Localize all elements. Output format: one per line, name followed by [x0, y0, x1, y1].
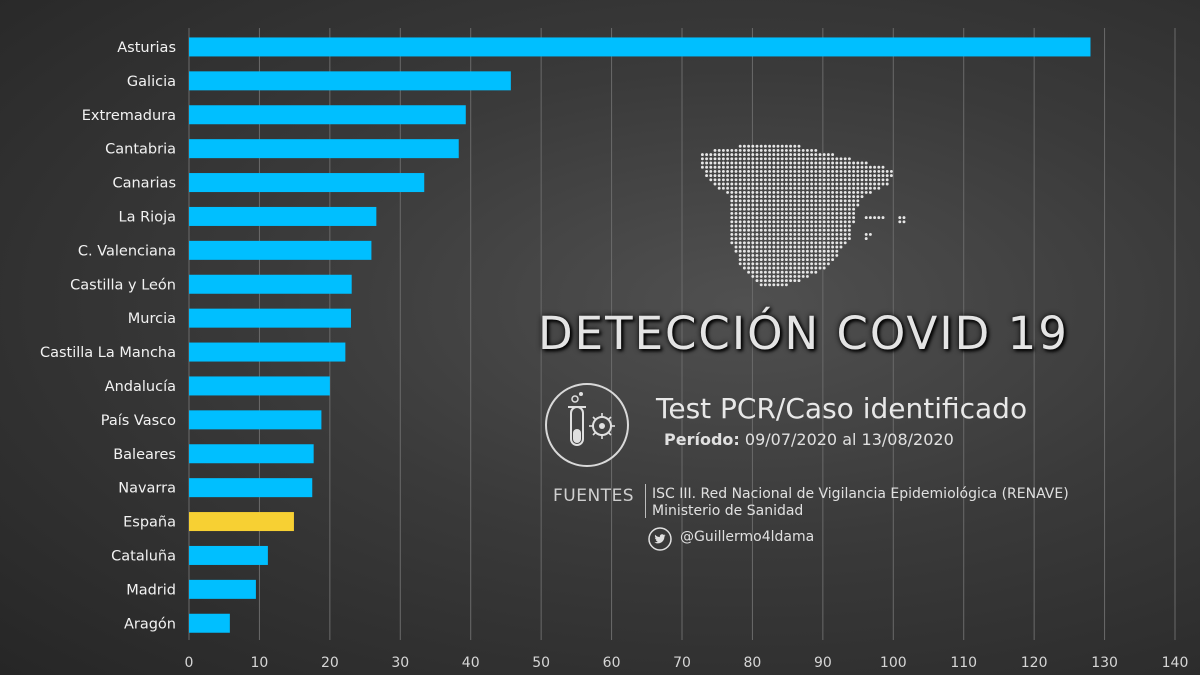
bar	[189, 376, 330, 396]
period-line: Período: 09/07/2020 al 13/08/2020	[664, 430, 954, 449]
category-label: Andalucía	[105, 379, 176, 395]
x-axis-ticks: 0 10 20 30 40 50 60 70 80 90 100 110 120 130 140	[185, 655, 1189, 671]
bar	[189, 240, 372, 260]
x-tick-label: 40	[462, 655, 480, 671]
bar	[189, 139, 459, 159]
sources-label: FUENTES	[553, 486, 635, 506]
category-label: Murcia	[128, 311, 176, 327]
bar	[189, 274, 352, 294]
category-label: País Vasco	[101, 413, 176, 429]
bars	[189, 37, 1091, 633]
category-label: La Rioja	[119, 209, 176, 225]
category-label: Castilla La Mancha	[40, 345, 176, 361]
category-label: Aragón	[124, 616, 176, 632]
x-tick-label: 30	[391, 655, 409, 671]
infographic-title: DETECCIÓN COVID 19	[538, 307, 1069, 360]
x-tick-label: 50	[532, 655, 550, 671]
bar	[189, 37, 1091, 57]
infographic-subtitle: Test PCR/Caso identificado	[656, 392, 1028, 425]
x-tick-label: 70	[673, 655, 691, 671]
bar	[189, 308, 351, 328]
x-tick-label: 120	[1021, 655, 1048, 671]
twitter-icon	[648, 527, 672, 551]
x-tick-label: 20	[321, 655, 339, 671]
category-label: Baleares	[113, 447, 176, 463]
x-tick-label: 10	[251, 655, 269, 671]
category-label: Cantabria	[105, 142, 176, 158]
bar	[189, 105, 466, 125]
sources-divider	[645, 484, 646, 518]
category-label: Canarias	[112, 176, 176, 192]
x-tick-label: 130	[1091, 655, 1118, 671]
bar	[189, 579, 256, 599]
x-tick-label: 90	[814, 655, 832, 671]
category-label: Madrid	[126, 582, 176, 598]
category-label: Extremadura	[82, 108, 176, 124]
bar	[189, 545, 268, 565]
sources-list: ISC III. Red Nacional de Vigilancia Epid…	[652, 486, 1069, 520]
x-tick-label: 60	[603, 655, 621, 671]
source-item: Ministerio de Sanidad	[652, 503, 804, 519]
x-tick-label: 0	[185, 655, 194, 671]
period-value: 09/07/2020 al 13/08/2020	[739, 430, 954, 449]
grid-lines	[188, 28, 1176, 640]
map-dots	[700, 144, 906, 287]
bar	[189, 173, 425, 193]
category-labels: Asturias Galicia Extremadura Cantabria Canar…	[40, 40, 176, 632]
x-tick-label: 100	[880, 655, 907, 671]
category-label: Cataluña	[111, 548, 176, 564]
bar	[189, 342, 346, 362]
spain-map-icon	[700, 144, 906, 287]
bar	[189, 444, 314, 464]
category-label: Asturias	[117, 40, 176, 56]
x-tick-label: 140	[1162, 655, 1189, 671]
period-label: Período:	[664, 430, 740, 449]
source-item: ISC III. Red Nacional de Vigilancia Epid…	[652, 486, 1069, 502]
bar	[189, 410, 322, 430]
bar	[189, 613, 230, 633]
bar	[189, 71, 511, 91]
category-label: Galicia	[127, 74, 176, 90]
category-label: España	[123, 515, 176, 531]
test-tube-virus-icon	[545, 383, 629, 467]
category-label: Navarra	[118, 481, 176, 497]
author-handle: @Guillermo4ldama	[680, 529, 815, 545]
bar	[189, 512, 294, 532]
category-label: C. Valenciana	[78, 243, 176, 259]
x-tick-label: 110	[950, 655, 977, 671]
bar	[189, 206, 377, 226]
x-tick-label: 80	[744, 655, 762, 671]
category-label: Castilla y León	[70, 277, 176, 293]
bar	[189, 478, 313, 498]
